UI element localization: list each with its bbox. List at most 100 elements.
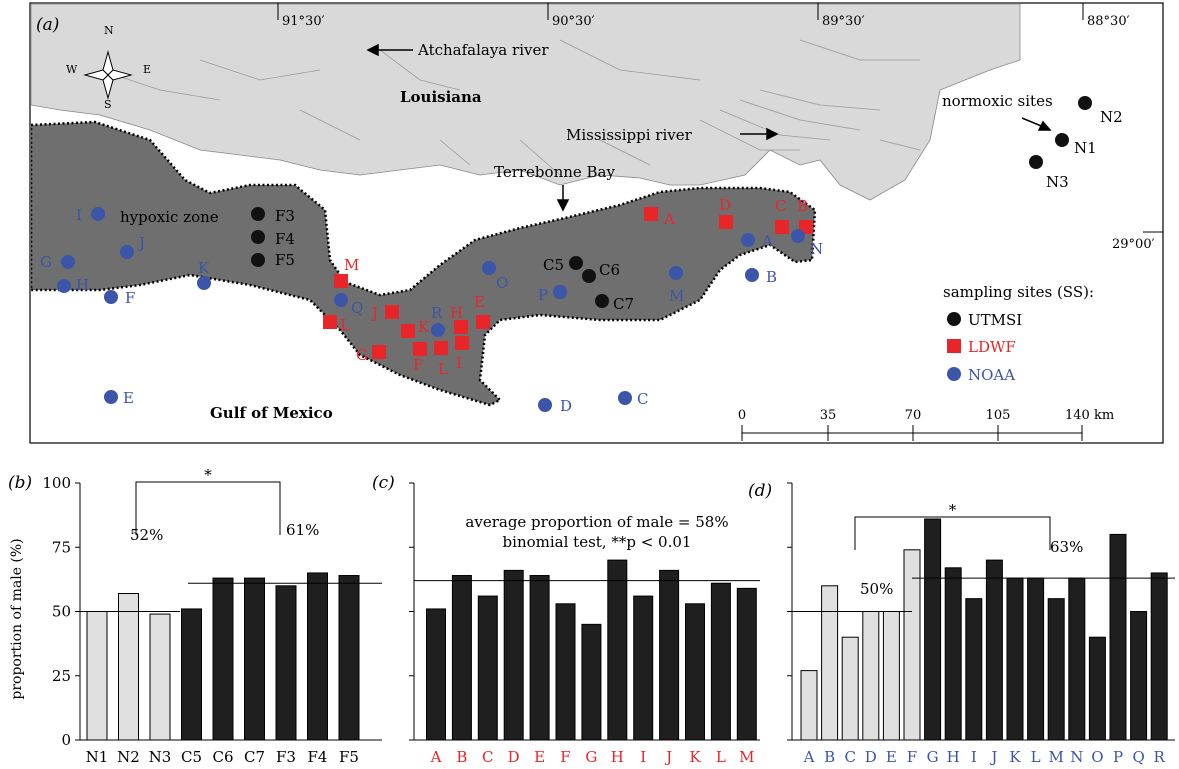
legend-utmsi-marker — [947, 312, 961, 326]
y-tick-label-50: 50 — [52, 603, 71, 621]
utmsi-site-label-f4: F4 — [275, 230, 295, 248]
reference-label-2-b: 63% — [1050, 538, 1083, 556]
x-tick-label-1-d: D — [508, 748, 520, 766]
significance-star-0: * — [204, 466, 212, 484]
x-tick-label-1-b: B — [456, 748, 467, 766]
noaa-site-label-o: O — [496, 274, 508, 292]
longitude-ticks — [277, 3, 1163, 233]
bar-1-h — [607, 559, 628, 741]
ldwf-site-label-l-west: L — [340, 316, 350, 334]
noaa-site-p — [553, 285, 567, 299]
bar-2-p — [1109, 533, 1127, 741]
scale-tick-105: 105 — [986, 408, 1011, 423]
noaa-site-i — [91, 207, 105, 221]
bar-1-a — [426, 608, 446, 741]
reference-label-2-a: 50% — [860, 580, 893, 598]
x-tick-label-2-n: N — [1070, 748, 1083, 766]
reference-label-0-b: 61% — [286, 521, 319, 539]
noaa-site-a — [741, 233, 755, 247]
scale-tick-140: 140 km — [1065, 408, 1114, 423]
ldwf-site-label-l: L — [438, 360, 448, 378]
significance-bracket-2 — [854, 516, 1051, 550]
x-tick-label-2-b: B — [824, 748, 835, 766]
map-panel-label: (a) — [36, 15, 59, 35]
legend-ldwf-label: LDWF — [968, 338, 1016, 356]
map-legend: sampling sites (SS): UTMSI LDWF NOAA — [943, 283, 1094, 384]
utmsi-site-f3 — [251, 207, 265, 221]
x-tick-label-0-n1: N1 — [86, 748, 109, 766]
ldwf-site-d — [719, 215, 733, 229]
bar-1-c — [477, 595, 498, 741]
ldwf-site-b — [799, 220, 813, 234]
utmsi-site-f4 — [251, 230, 265, 244]
noaa-site-label-h: H — [76, 276, 89, 294]
x-tick-label-1-h: H — [611, 748, 624, 766]
x-tick-label-2-l: L — [1031, 748, 1041, 766]
utmsi-site-n1 — [1055, 133, 1069, 147]
x-tick-label-2-g: G — [927, 748, 939, 766]
bar-2-m — [1047, 598, 1065, 741]
land-mass — [31, 4, 1021, 201]
utmsi-site-label-f3: F3 — [275, 207, 295, 225]
x-tick-label-1-e: E — [534, 748, 545, 766]
noaa-site-e — [104, 390, 118, 404]
y-tick-label-25: 25 — [52, 667, 71, 685]
bar-2-h — [944, 567, 962, 741]
significance-bracket-0 — [135, 481, 281, 535]
bar-1-d — [503, 569, 524, 741]
noaa-site-label-c: C — [637, 390, 648, 408]
x-tick-label-0-n2: N2 — [117, 748, 140, 766]
ldwf-site-label-k: K — [418, 318, 430, 336]
noaa-site-label-d: D — [560, 397, 572, 415]
bar-2-d — [862, 611, 880, 741]
x-tick-label-2-i: I — [971, 748, 977, 766]
ldwf-site-f — [413, 342, 427, 356]
noaa-site-label-m: M — [669, 287, 684, 305]
x-tick-label-0-c5: C5 — [181, 748, 202, 766]
bar-0-f3 — [275, 585, 297, 741]
bar-0-c6 — [212, 577, 234, 741]
utmsi-site-label-c5: C5 — [543, 256, 564, 274]
x-tick-label-1-m: M — [739, 748, 754, 766]
chart-panel-label-2: (d) — [748, 481, 772, 501]
hypoxic-label: hypoxic zone — [120, 208, 219, 226]
bar-0-c7 — [244, 577, 265, 741]
svg-text:W: W — [66, 63, 78, 76]
bar-2-c — [841, 636, 859, 741]
noaa-site-r — [431, 323, 445, 337]
noaa-site-j — [120, 245, 134, 259]
chart-annotation-0: average proportion of male = 58% — [465, 513, 728, 531]
x-tick-label-1-l: L — [716, 748, 726, 766]
delta-texture — [99, 39, 921, 176]
bar-1-g — [581, 623, 602, 741]
x-tick-label-2-m: M — [1049, 748, 1064, 766]
ldwf-site-label-b: B — [797, 197, 808, 215]
bar-1-l — [710, 582, 731, 741]
noaa-site-label-q: Q — [351, 299, 363, 317]
bar-1-m — [736, 587, 757, 741]
bar-1-k — [685, 603, 705, 741]
chart-annotation-1: binomial test, **p < 0.01 — [503, 533, 692, 551]
utmsi-site-n3 — [1029, 155, 1043, 169]
bar-2-i — [965, 598, 983, 741]
bar-0-c5 — [181, 608, 202, 741]
bar-2-a — [800, 670, 818, 741]
bar-2-k — [1006, 577, 1024, 741]
utmsi-site-n2 — [1078, 96, 1092, 110]
x-tick-label-2-r: R — [1154, 748, 1166, 766]
ldwf-site-h — [454, 320, 468, 334]
x-tick-label-0-f5: F5 — [339, 748, 359, 766]
scale-bar — [741, 425, 1083, 441]
y-tick-label-75: 75 — [52, 538, 71, 556]
x-tick-label-0-f4: F4 — [308, 748, 328, 766]
x-tick-label-2-j: J — [989, 748, 997, 766]
bar-2-r — [1150, 572, 1168, 741]
utmsi-site-label-f5: F5 — [275, 251, 295, 269]
bar-0-n1 — [86, 611, 108, 741]
x-tick-label-0-f3: F3 — [276, 748, 296, 766]
longitude-label-1: 91°30′ — [282, 14, 325, 29]
bar-2-e — [882, 611, 900, 741]
